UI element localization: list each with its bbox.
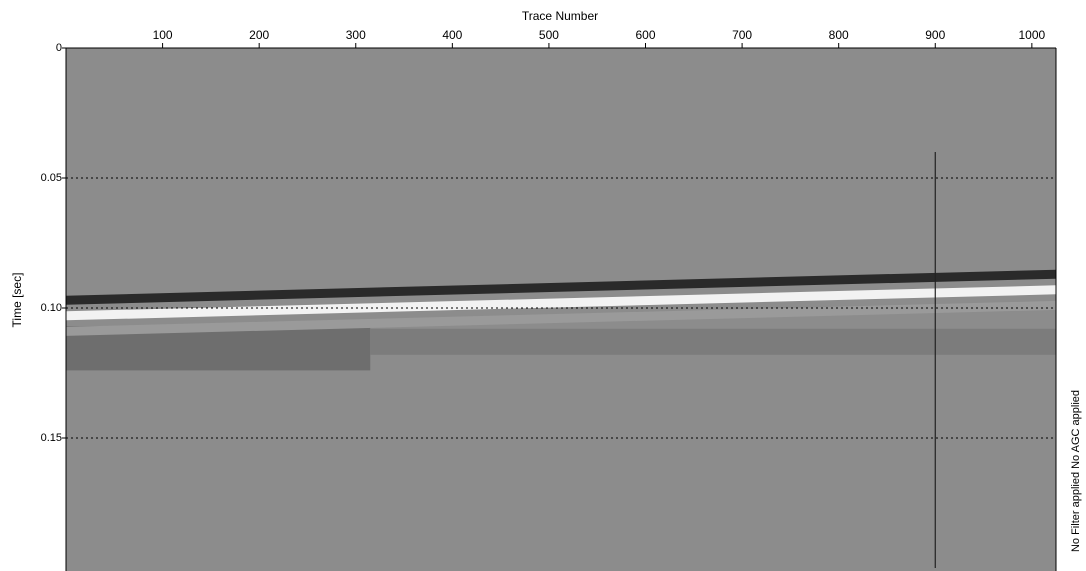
- x-tick-label: 600: [635, 28, 655, 42]
- x-tick-label: 100: [153, 28, 173, 42]
- reflection-band: [66, 300, 1056, 336]
- x-tick-label: 400: [442, 28, 462, 42]
- x-tick-label: 200: [249, 28, 269, 42]
- y-tick-label: 0.05: [41, 172, 62, 184]
- y-axis-label: Time [sec]: [10, 273, 24, 328]
- side-note: No Filter applied No AGC applied: [1070, 390, 1082, 552]
- y-tick-label: 0.10: [41, 302, 62, 314]
- zone: [370, 328, 1056, 355]
- reflection-band: [66, 269, 1056, 305]
- x-tick-label: 1000: [1019, 28, 1046, 42]
- y-tick-label: 0.15: [41, 432, 62, 444]
- x-tick-label: 300: [346, 28, 366, 42]
- x-tick-label: 700: [732, 28, 752, 42]
- chart-title: Trace Number: [522, 9, 598, 23]
- x-tick-label: 800: [829, 28, 849, 42]
- reflection-band: [66, 285, 1056, 321]
- y-tick-label: 0: [56, 42, 62, 54]
- x-tick-label: 500: [539, 28, 559, 42]
- x-tick-label: 900: [925, 28, 945, 42]
